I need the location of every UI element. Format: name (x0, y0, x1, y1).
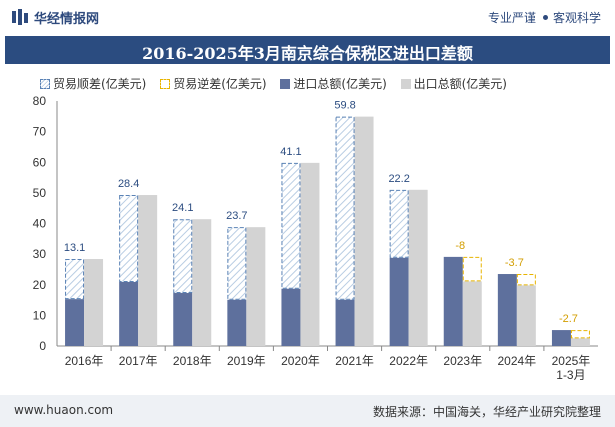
import-bar (173, 293, 193, 346)
chart-title: 2016-2025年3月南京综合保税区进出口差额 (142, 44, 473, 63)
top-bar: 华经情报网 专业严谨 客观科学 (0, 0, 615, 34)
legend-swatch-import (280, 79, 291, 89)
y-tick-label: 20 (33, 278, 47, 292)
chart-legend: 贸易顺差(亿美元) 贸易逆差(亿美元) 进口总额(亿美元) 出口总额(亿美元) (40, 75, 517, 93)
export-bar (462, 281, 482, 346)
data-label: 13.1 (64, 242, 85, 254)
huajing-logo-icon (12, 9, 28, 25)
import-bar (497, 274, 517, 346)
slogan-part-2: 客观科学 (552, 11, 601, 25)
legend-swatch-export (400, 79, 411, 89)
y-tick-label: 80 (33, 94, 47, 108)
y-tick-label: 50 (33, 186, 47, 200)
title-bar: 2016-2025年3月南京综合保税区进出口差额 (5, 36, 610, 64)
legend-label-export: 出口总额(亿美元) (413, 77, 507, 91)
x-tick-label: 2019年 (227, 354, 266, 368)
import-bar (443, 256, 463, 346)
footer: www.huaon.com 数据来源：中国海关，华经产业研究院整理 (0, 395, 615, 427)
export-bar (246, 227, 266, 346)
footer-source: 数据来源：中国海关，华经产业研究院整理 (372, 405, 601, 419)
y-tick-label: 40 (33, 217, 47, 231)
legend-swatch-surplus (40, 79, 50, 89)
y-tick-label: 10 (33, 308, 47, 322)
legend-label-deficit: 贸易逆差(亿美元) (173, 77, 267, 91)
data-label: 23.7 (226, 210, 247, 222)
surplus-bar (335, 116, 355, 300)
data-label: 22.2 (388, 173, 409, 185)
surplus-bar (389, 189, 409, 258)
brand-name: 华经情报网 (34, 12, 100, 27)
data-label: 59.8 (334, 100, 355, 112)
data-label: 24.1 (172, 202, 193, 214)
bar-chart: 0 10 20 30 40 50 60 70 80 13.1 2016年 28.4 2017年 24.1 2… (33, 94, 598, 382)
x-tick-label: 2018年 (173, 354, 212, 368)
y-tick-label: 0 (39, 339, 46, 353)
import-bar (119, 281, 139, 346)
data-label: -8 (455, 240, 465, 252)
slogan-part-1: 专业严谨 (487, 11, 536, 25)
legend-item-import: 进口总额(亿美元) (280, 75, 387, 92)
x-tick-label: 2017年 (119, 354, 158, 368)
y-tick-label: 30 (33, 247, 47, 261)
surplus-bar (173, 219, 193, 294)
legend-swatch-deficit (160, 79, 171, 89)
import-bar (335, 299, 355, 346)
legend-item-surplus: 贸易顺差(亿美元) (40, 75, 146, 92)
x-tick-label: 1-3月 (556, 368, 585, 382)
x-tick-label: 2021年 (335, 354, 374, 368)
y-tick-label: 70 (33, 125, 47, 139)
data-label: 28.4 (118, 178, 139, 190)
export-bar (300, 162, 320, 346)
legend-label-import: 进口总额(亿美元) (293, 77, 387, 91)
legend-item-deficit: 贸易逆差(亿美元) (160, 75, 267, 92)
x-tick-label: 2023年 (443, 354, 482, 368)
data-label: 41.1 (280, 146, 301, 158)
import-bar (281, 288, 301, 346)
x-tick-label: 2022年 (389, 354, 428, 368)
data-label: -3.7 (505, 257, 524, 269)
export-bar (84, 259, 104, 346)
export-bar (516, 285, 536, 346)
surplus-bar (65, 259, 85, 300)
slogan: 专业严谨 客观科学 (488, 9, 601, 26)
deficit-bar (516, 274, 536, 286)
x-tick-label: 2016年 (65, 354, 104, 368)
export-bar (570, 338, 590, 346)
export-bar (408, 189, 428, 346)
surplus-bar (119, 195, 139, 282)
slogan-dot (542, 15, 548, 20)
legend-item-export: 出口总额(亿美元) (400, 75, 507, 92)
export-bar (354, 116, 374, 347)
import-bar (551, 330, 571, 346)
legend-label-surplus: 贸易顺差(亿美元) (53, 77, 147, 91)
x-tick-label: 2024年 (497, 354, 536, 368)
import-bar (65, 299, 85, 346)
deficit-bar (462, 256, 482, 282)
x-tick-label: 2025年 (552, 354, 591, 368)
deficit-bar (570, 330, 590, 339)
export-bar (138, 195, 158, 346)
footer-website: www.huaon.com (14, 403, 114, 417)
export-bar (192, 219, 212, 346)
data-label: -2.7 (559, 313, 578, 325)
x-tick-label: 2020年 (281, 354, 320, 368)
surplus-bar (227, 227, 247, 300)
y-tick-label: 60 (33, 155, 47, 169)
import-bar (389, 257, 409, 346)
surplus-bar (281, 162, 301, 289)
import-bar (227, 299, 247, 346)
